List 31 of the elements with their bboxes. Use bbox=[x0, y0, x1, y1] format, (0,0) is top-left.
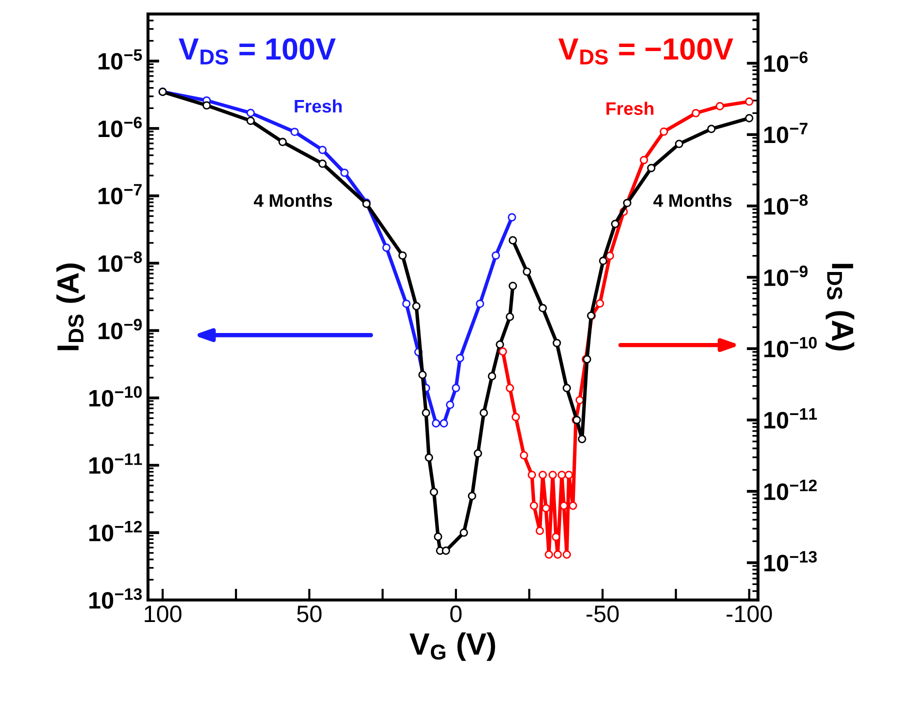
x-tick-label: -50 bbox=[586, 605, 619, 622]
y-tick-label: 10$^{−7}$ bbox=[98, 184, 142, 204]
y-tick-label: 10$^{−6}$ bbox=[764, 51, 808, 72]
x-tick-label: 50 bbox=[297, 605, 322, 622]
y-tick-label: 10$^{−6}$ bbox=[98, 116, 142, 138]
series-label: Fresh bbox=[294, 99, 342, 113]
y-tick-label: 10$^{−9}$ bbox=[98, 318, 142, 340]
y-axis-title: I$_{DS}$ (A) bbox=[56, 264, 85, 350]
annotation: V$_{DS}$ = −100V bbox=[558, 38, 734, 65]
y-tick-label: 10$^{−9}$ bbox=[764, 266, 808, 286]
y-tick-label: 10$^{−13}$ bbox=[764, 550, 817, 572]
y-tick-label: 10$^{−5}$ bbox=[98, 49, 142, 70]
x-tick-label: 100 bbox=[144, 605, 182, 622]
x-tick-label: 0 bbox=[450, 605, 462, 622]
y-tick-label: 10$^{−8}$ bbox=[98, 251, 142, 272]
y-tick-label: 10$^{−12}$ bbox=[764, 480, 817, 500]
x-axis-title: V$_{G}$ (V) bbox=[410, 632, 496, 661]
y-axis-title: I$_{DS}$ (A) bbox=[826, 264, 854, 350]
x-tick-label: -100 bbox=[726, 605, 772, 622]
y-tick-label: 10$^{−12}$ bbox=[89, 520, 142, 542]
series-label: 4 Months bbox=[254, 194, 332, 207]
series-label: Fresh bbox=[606, 102, 654, 115]
y-tick-label: 10$^{−11}$ bbox=[89, 454, 142, 474]
y-tick-label: 10$^{−8}$ bbox=[764, 194, 808, 215]
y-tick-label: 10$^{−10}$ bbox=[89, 386, 142, 407]
y-tick-label: 10$^{−13}$ bbox=[89, 588, 142, 609]
y-tick-label: 10$^{−11}$ bbox=[764, 408, 817, 429]
annotation: V$_{DS}$ = 100V bbox=[178, 38, 336, 65]
series-label: 4 Months bbox=[653, 194, 732, 207]
y-tick-label: 10$^{−7}$ bbox=[764, 122, 808, 144]
y-tick-label: 10$^{−10}$ bbox=[764, 336, 817, 358]
